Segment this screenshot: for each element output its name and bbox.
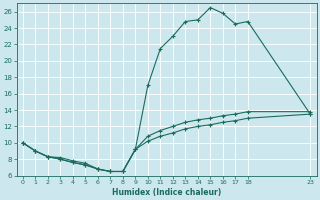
X-axis label: Humidex (Indice chaleur): Humidex (Indice chaleur) — [112, 188, 221, 197]
